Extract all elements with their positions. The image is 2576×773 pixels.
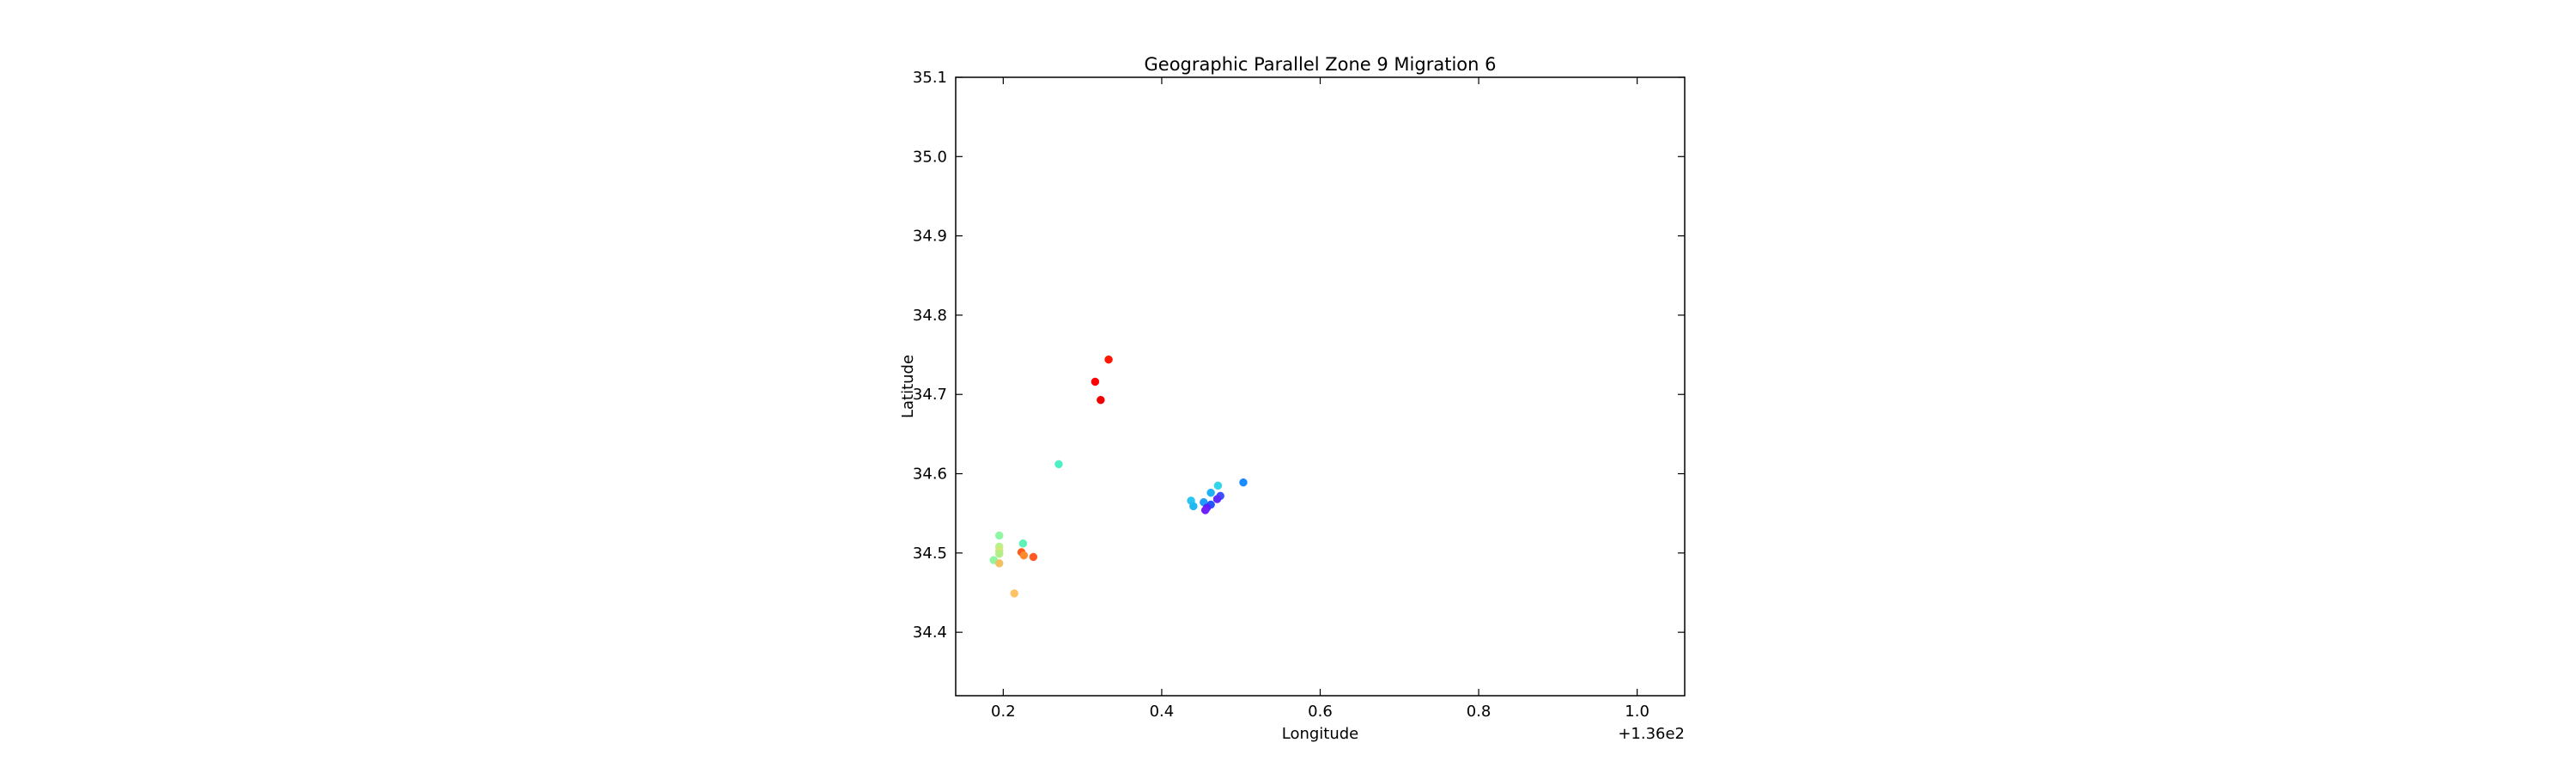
x-tick-label: 0.8 [1467, 703, 1492, 721]
data-point [995, 550, 1004, 558]
y-tick-label: 34.9 [913, 228, 947, 246]
chart-title: Geographic Parallel Zone 9 Migration 6 [1145, 54, 1497, 75]
data-point [1104, 355, 1113, 364]
data-point [1029, 552, 1038, 562]
y-tick-label: 35.0 [913, 148, 947, 166]
y-tick-label: 34.8 [913, 307, 947, 325]
y-tick-label: 34.4 [913, 624, 947, 642]
data-point [1054, 460, 1063, 469]
data-point [1213, 481, 1223, 490]
x-tick-label: 0.4 [1150, 703, 1175, 721]
data-point [1091, 377, 1100, 386]
y-tick-label: 35.1 [913, 69, 947, 87]
data-point [995, 531, 1004, 540]
data-point [1239, 478, 1248, 487]
x-tick-label: 0.6 [1308, 703, 1333, 721]
y-tick-label: 34.7 [913, 386, 947, 404]
axis-ticks: 0.2 0.4 0.6 0.8 1.0 34.4 34.5 34.6 34.7 34.8 34.9 3… [913, 69, 1685, 721]
x-axis-label: Longitude [1282, 725, 1359, 743]
data-point [1019, 551, 1029, 560]
x-tick-label: 0.2 [991, 703, 1016, 721]
plot-frame [955, 76, 1686, 697]
data-points [989, 355, 1248, 598]
data-point [995, 559, 1004, 568]
x-tick-label: 1.0 [1625, 703, 1649, 721]
data-point [1206, 488, 1215, 497]
y-tick-label: 34.5 [913, 545, 947, 563]
data-point [1097, 395, 1105, 405]
data-point [1189, 502, 1198, 511]
data-point [1018, 539, 1028, 548]
data-point [1010, 589, 1019, 598]
y-axis-label: Latitude [899, 355, 917, 418]
x-axis-offset-label: +1.36e2 [1618, 725, 1685, 743]
data-point [1212, 495, 1222, 503]
y-tick-label: 34.6 [913, 466, 947, 484]
data-point [1200, 506, 1210, 514]
